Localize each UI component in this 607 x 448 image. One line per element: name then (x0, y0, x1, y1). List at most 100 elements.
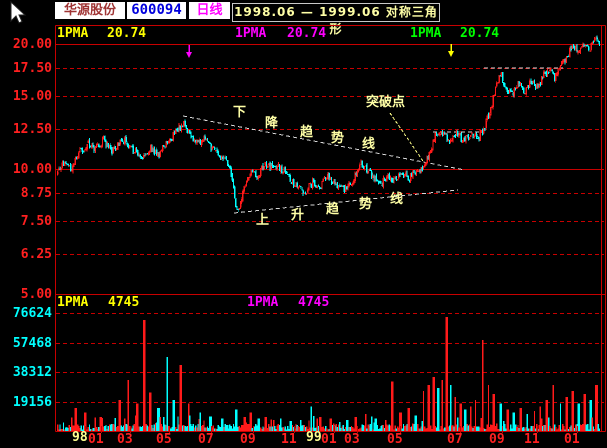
volume-bar (178, 424, 180, 431)
volume-bar (465, 409, 467, 431)
volume-bar (212, 425, 215, 431)
volume-bar (372, 429, 374, 431)
volume-bar (180, 364, 183, 431)
volume-bar (517, 425, 519, 431)
candle-body (323, 177, 326, 179)
volume-bar (189, 415, 191, 431)
volume-bar (261, 429, 263, 431)
volume-bar (110, 424, 112, 431)
volume-bar (148, 392, 151, 431)
volume-bar (184, 425, 186, 431)
candle-body (444, 132, 446, 135)
candle-body (176, 129, 178, 131)
candle-body (61, 162, 64, 167)
volume-bar (537, 428, 539, 431)
candle-body (157, 153, 159, 157)
candle-body (115, 148, 118, 150)
candle-body (529, 80, 531, 88)
candle-body (84, 150, 86, 152)
volume-bar (550, 427, 552, 431)
volume-bar (403, 426, 406, 431)
volume-bar (59, 424, 61, 431)
candle-body (133, 152, 136, 154)
candle-body (287, 173, 289, 175)
candle-body (301, 187, 303, 191)
volume-bar (451, 425, 453, 431)
volume-bar (174, 427, 177, 431)
volume-bar (206, 426, 209, 431)
candle-body (441, 131, 444, 135)
candle-body (569, 47, 571, 58)
candle-body (147, 152, 150, 154)
volume-bar (346, 420, 348, 431)
candle-body (275, 166, 277, 169)
volume-bar (483, 427, 485, 431)
volume-bar (527, 428, 530, 431)
volume-bar (385, 420, 387, 431)
candle-body (309, 183, 311, 185)
candle-body (81, 148, 84, 153)
volume-bar (117, 425, 119, 431)
candle-body (189, 130, 191, 134)
volume-bar (534, 428, 537, 431)
candle-body (451, 139, 453, 141)
candle-body (367, 170, 369, 173)
candle-body (380, 181, 382, 184)
volume-bar (474, 400, 477, 431)
candle-body (400, 173, 402, 175)
volume-bar (374, 418, 376, 431)
volume-bar (131, 428, 133, 431)
volume-bar (538, 424, 540, 431)
volume-bar (581, 424, 583, 431)
candle-body (466, 134, 468, 136)
candle-body (393, 177, 395, 182)
volume-bar (303, 424, 306, 431)
volume-bar (411, 426, 413, 431)
candle-body (108, 144, 111, 147)
candle-body (329, 177, 331, 180)
volume-bar (287, 426, 289, 431)
candle-body (509, 89, 511, 93)
candle-body (69, 164, 72, 172)
candle-body (239, 202, 242, 208)
candle-body (401, 172, 403, 175)
candle-body (119, 139, 121, 145)
candle-body (403, 174, 406, 177)
volume-bar (576, 423, 578, 431)
volume-bar (153, 424, 156, 431)
volume-bar (171, 426, 173, 431)
candle-body (249, 175, 251, 178)
volume-bar (388, 424, 391, 431)
candle-body (153, 148, 156, 155)
volume-bar (348, 426, 350, 431)
candle-body (330, 177, 333, 184)
candle-body (141, 157, 144, 160)
candle-body (537, 84, 539, 89)
volume-bar (316, 418, 318, 431)
volume-bar (368, 425, 370, 431)
candle-body (300, 185, 302, 188)
candle-body (182, 125, 184, 127)
candle-body (138, 154, 140, 156)
candle-body (104, 136, 106, 141)
candle-body (422, 167, 425, 170)
candle-body (514, 87, 517, 90)
candle-body (290, 182, 293, 184)
candle-body (314, 181, 316, 187)
volume-bar (471, 426, 473, 431)
candle-body (366, 164, 368, 173)
volume-bar (343, 429, 346, 431)
candle-body (465, 136, 467, 142)
candle-body (317, 185, 320, 187)
candle-body (140, 157, 143, 159)
volume-bar (377, 429, 380, 431)
candle-body (459, 133, 461, 136)
volume-bar (120, 425, 123, 431)
candle-body (483, 128, 485, 134)
volume-bar (82, 425, 85, 431)
candle-body (591, 41, 594, 45)
volume-bar (481, 340, 484, 431)
candle-body (437, 134, 439, 136)
candle-body (452, 136, 454, 141)
